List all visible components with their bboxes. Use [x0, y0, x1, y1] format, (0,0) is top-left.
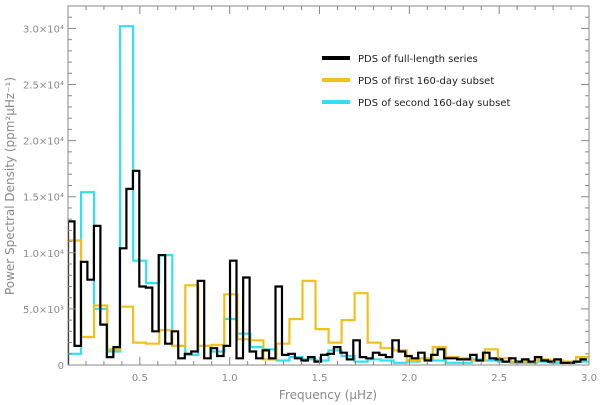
y-tick-label: 1.0×10⁴	[23, 249, 64, 260]
x-tick-label: 0.5	[132, 373, 148, 384]
axis-ticks: 0.5 1.0 1.5 2.0 2.5 3.0 0 5.0×10³ 1.0×10⁴ 1.5×10⁴…	[23, 6, 597, 384]
y-tick-label: 5.0×10³	[23, 305, 64, 316]
legend: PDS of full-length series PDS of first 16…	[322, 54, 510, 109]
x-tick-label: 1.0	[222, 373, 238, 384]
y-tick-label: 2.0×10⁴	[23, 137, 64, 148]
y-tick-label: 3.0×10⁴	[23, 24, 64, 35]
y-axis-title: Power Spectral Density (ppm²μHz⁻¹)	[3, 77, 17, 295]
series-line-2	[68, 239, 589, 365]
x-tick-label: 1.5	[312, 373, 328, 384]
x-tick-label: 2.5	[491, 373, 507, 384]
x-tick-label: 2.0	[401, 373, 417, 384]
series-line-1	[68, 169, 587, 365]
x-tick-label: 3.0	[581, 373, 597, 384]
series-group	[68, 25, 589, 365]
y-tick-label: 1.5×10⁴	[23, 193, 64, 204]
x-axis-title: Frequency (μHz)	[279, 388, 377, 402]
series-line-3	[68, 25, 589, 365]
legend-label-2: PDS of first 160-day subset	[358, 76, 494, 87]
legend-label-1: PDS of full-length series	[358, 54, 478, 65]
y-tick-label: 0	[58, 361, 64, 372]
y-tick-label: 2.5×10⁴	[23, 81, 64, 92]
legend-label-3: PDS of second 160-day subset	[358, 98, 510, 109]
